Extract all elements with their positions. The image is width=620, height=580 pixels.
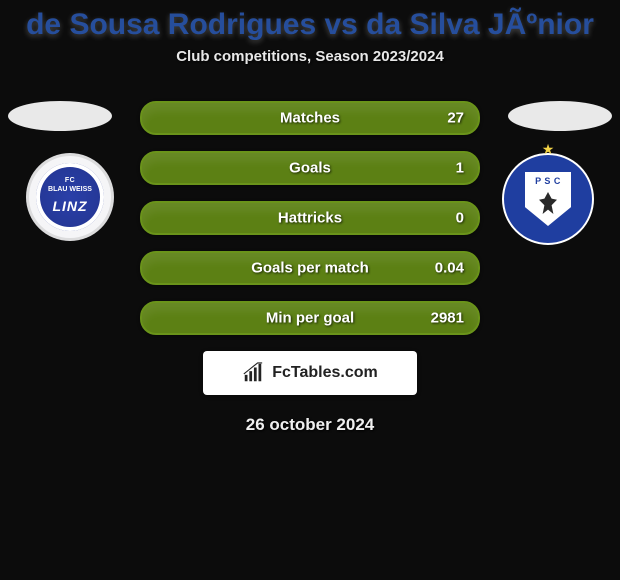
subtitle: Club competitions, Season 2023/2024 (0, 48, 620, 65)
crest-left-line2: BLAU WEISS (26, 186, 114, 193)
stat-row-matches: Matches 27 (140, 101, 480, 135)
stat-label: Goals (142, 160, 478, 177)
stat-row-hattricks: Hattricks 0 (140, 201, 480, 235)
branding-badge: FcTables.com (203, 351, 417, 395)
club-crest-left: FC BLAU WEISS LINZ (26, 153, 114, 241)
star-icon: ★ (542, 141, 555, 158)
eagle-icon (539, 192, 557, 214)
stat-value: 27 (447, 110, 464, 127)
player-right-placeholder (508, 101, 612, 131)
stat-value: 0 (456, 210, 464, 227)
date-label: 26 october 2024 (0, 415, 620, 435)
crest-left-line1: FC (26, 177, 114, 184)
club-crest-right: ★ P S C (502, 153, 594, 245)
player-left-placeholder (8, 101, 112, 131)
shield-icon: P S C (525, 172, 571, 226)
stat-row-goals: Goals 1 (140, 151, 480, 185)
stat-label: Matches (142, 110, 478, 127)
crest-right-psc: P S C (535, 176, 561, 186)
stat-value: 2981 (431, 310, 464, 327)
page-title: de Sousa Rodrigues vs da Silva JÃºnior (0, 8, 620, 42)
stat-row-min-per-goal: Min per goal 2981 (140, 301, 480, 335)
stat-bars: Matches 27 Goals 1 Hattricks 0 Goals per… (140, 95, 480, 335)
stat-value: 1 (456, 160, 464, 177)
stat-value: 0.04 (435, 260, 464, 277)
stat-label: Hattricks (142, 210, 478, 227)
bar-chart-icon (242, 362, 264, 384)
comparison-panel: FC BLAU WEISS LINZ ★ P S C Matches 27 Go… (0, 95, 620, 435)
branding-text: FcTables.com (272, 364, 378, 382)
stat-label: Min per goal (142, 310, 478, 327)
crest-left-linz: LINZ (26, 198, 114, 214)
stat-row-goals-per-match: Goals per match 0.04 (140, 251, 480, 285)
stat-label: Goals per match (142, 260, 478, 277)
